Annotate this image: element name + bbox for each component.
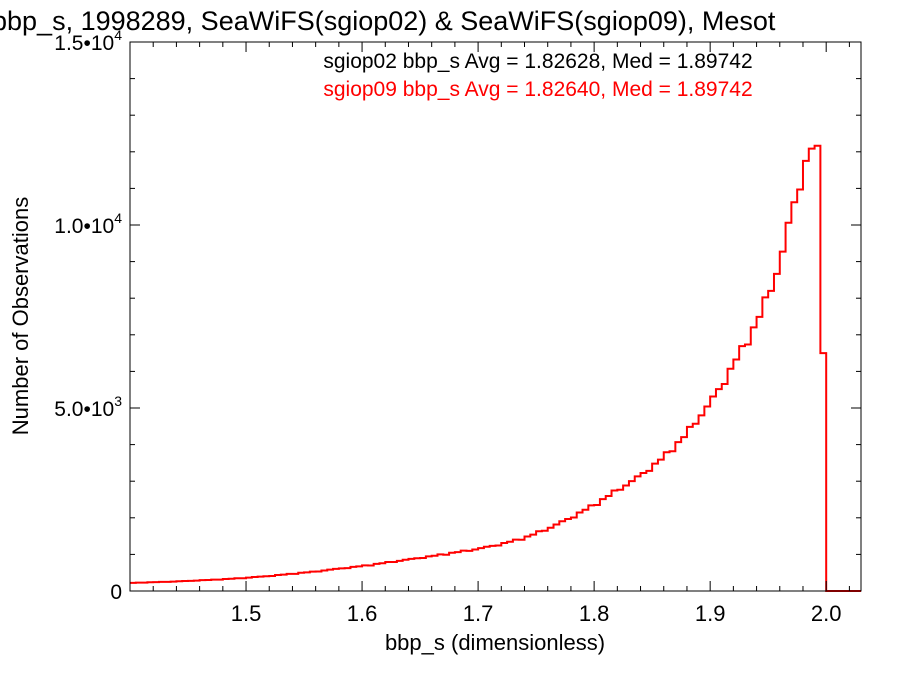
plot-frame — [129, 41, 862, 592]
annotation-sgiop09: sgiop09 bbp_s Avg = 1.82640, Med = 1.897… — [323, 78, 752, 101]
axis-ticks — [130, 42, 861, 591]
y-tick-label-exponent: 4 — [114, 27, 122, 43]
y-tick-label-exponent: 4 — [114, 210, 122, 226]
y-tick-label-exponent: 3 — [114, 393, 122, 409]
plot-area — [130, 144, 861, 592]
y-axis-label: Number of Observations — [8, 197, 33, 435]
y-tick-label-base: 1.5•10 — [54, 32, 114, 55]
x-tick-label: 1.9 — [695, 601, 726, 626]
x-tick-label: 2.0 — [811, 601, 842, 626]
x-tick-label: 1.7 — [463, 601, 494, 626]
x-axis-label: bbp_s (dimensionless) — [385, 630, 605, 655]
x-tick-label: 1.6 — [347, 601, 378, 626]
y-tick-label-base: 5.0•10 — [54, 398, 114, 421]
y-tick-label: 5.0•103 — [54, 393, 122, 421]
annotation-sgiop02: sgiop02 bbp_s Avg = 1.82628, Med = 1.897… — [323, 50, 752, 73]
x-tick-label: 1.5 — [231, 601, 262, 626]
histogram-series-line-0 — [130, 144, 861, 592]
y-tick-label: 1.0•104 — [54, 210, 122, 238]
x-tick-labels: 1.5 1.6 1.7 1.8 1.9 2.0 — [231, 601, 842, 626]
y-tick-label-base: 1.0•10 — [54, 215, 114, 238]
x-tick-label: 1.8 — [579, 601, 610, 626]
y-tick-label: 0 — [110, 581, 122, 604]
y-tick-label: 1.5•104 — [54, 27, 122, 55]
chart-title: bbp_s, 1998289, SeaWiFS(sgiop02) & SeaWi… — [0, 6, 776, 36]
